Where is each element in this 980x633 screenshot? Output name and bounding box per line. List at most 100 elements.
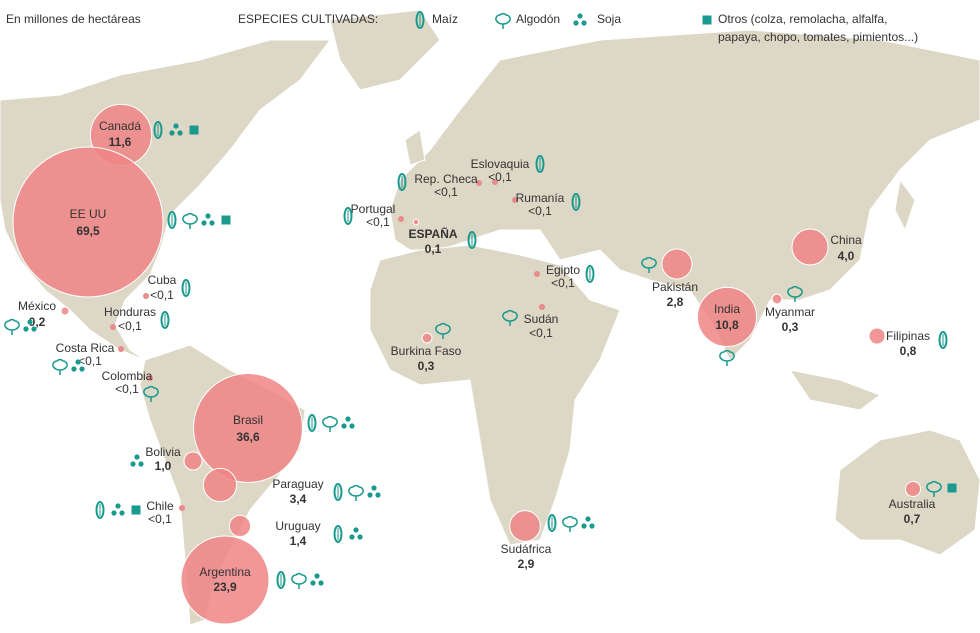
icon-shape xyxy=(357,534,363,540)
icon-shape xyxy=(167,211,177,229)
value-label: <0,1 xyxy=(366,215,390,229)
icon-shape xyxy=(343,207,353,225)
crop-icon xyxy=(201,213,215,226)
value-label: 1,0 xyxy=(155,459,172,473)
icon-shape xyxy=(310,580,316,586)
crop-icon xyxy=(131,505,141,515)
crop-icon xyxy=(52,358,68,375)
icon-shape xyxy=(153,121,163,139)
value-label: 0,2 xyxy=(29,315,46,329)
icon-shape xyxy=(201,220,207,226)
value-label: <0,1 xyxy=(551,276,575,290)
icon-shape xyxy=(581,20,587,26)
icon-shape xyxy=(333,525,343,543)
country-name: Rep. Checa xyxy=(414,172,478,186)
icon-shape xyxy=(173,123,179,129)
bubble xyxy=(904,480,922,498)
crop-icon xyxy=(573,13,587,26)
bubble xyxy=(193,373,303,483)
country-name: Portugal xyxy=(351,202,396,216)
icon-shape xyxy=(4,318,20,335)
crop-icon xyxy=(153,121,163,139)
value-label: <0,1 xyxy=(529,326,553,340)
crop-icon xyxy=(581,516,595,529)
value-label: 0,7 xyxy=(904,512,921,526)
country-name: Egipto xyxy=(546,263,580,277)
crop-icon xyxy=(467,231,477,249)
crop-icon xyxy=(571,193,581,211)
icon-shape xyxy=(322,415,338,432)
country-name: EE UU xyxy=(70,207,107,221)
dot xyxy=(143,293,149,299)
dot xyxy=(179,505,185,511)
value-label: <0,1 xyxy=(115,382,139,396)
value-label: 1,4 xyxy=(290,534,307,548)
crop-icon xyxy=(702,15,712,25)
country-name: Brasil xyxy=(233,413,263,427)
icon-shape xyxy=(221,215,231,225)
icon-shape xyxy=(205,213,211,219)
crop-icon xyxy=(367,485,381,498)
bubble xyxy=(12,146,164,298)
crop-icon xyxy=(333,483,343,501)
bubble xyxy=(696,286,758,348)
icon-shape xyxy=(926,480,942,497)
icon-shape xyxy=(562,515,578,532)
icon-shape xyxy=(52,358,68,375)
country-name: Canadá xyxy=(99,119,141,133)
country-name: Costa Rica xyxy=(56,341,115,355)
icon-shape xyxy=(581,523,587,529)
crop-icon xyxy=(926,480,942,497)
icon-shape xyxy=(397,173,407,191)
icon-shape xyxy=(134,454,140,460)
crop-icon xyxy=(341,416,355,429)
legend-label: Soja xyxy=(597,12,621,26)
crop-icon xyxy=(167,211,177,229)
country-name: India xyxy=(714,302,740,316)
value-label: 11,6 xyxy=(109,135,132,149)
icon-shape xyxy=(353,527,359,533)
value-label: 69,5 xyxy=(76,224,100,238)
bubble xyxy=(412,218,420,226)
icon-shape xyxy=(23,326,29,332)
crop-icon xyxy=(310,573,324,586)
crop-icon xyxy=(189,125,199,135)
crop-icon xyxy=(23,319,37,332)
icon-shape xyxy=(435,322,451,339)
icon-shape xyxy=(375,492,381,498)
country-name: China xyxy=(830,233,862,247)
crop-icon xyxy=(397,173,407,191)
value-label: <0,1 xyxy=(118,319,142,333)
country-name: Myanmar xyxy=(765,305,815,319)
country-name: Bolivia xyxy=(145,445,181,459)
country-name: Honduras xyxy=(104,305,156,319)
icon-shape xyxy=(702,15,712,25)
country-name: Filipinas xyxy=(886,329,930,343)
value-label: 0,3 xyxy=(418,359,435,373)
icon-shape xyxy=(641,256,657,273)
icon-shape xyxy=(160,311,170,329)
dot xyxy=(110,324,116,330)
value-label: 4,0 xyxy=(838,249,855,263)
icon-shape xyxy=(585,516,591,522)
country-name: México xyxy=(18,299,56,313)
crop-icon xyxy=(787,285,803,302)
bubble xyxy=(183,451,203,471)
crop-icon xyxy=(641,256,657,273)
icon-shape xyxy=(181,279,191,297)
icon-shape xyxy=(585,265,595,283)
value-label: <0,1 xyxy=(488,170,512,184)
bubble xyxy=(421,332,433,344)
dot xyxy=(476,180,482,186)
value-label: 3,4 xyxy=(290,492,307,506)
crop-icon xyxy=(322,415,338,432)
icon-shape xyxy=(495,12,511,29)
country-name: Cuba xyxy=(148,273,177,287)
icon-shape xyxy=(115,503,121,509)
legend-label: Algodón xyxy=(516,12,560,26)
bubble xyxy=(228,514,252,538)
crop-icon xyxy=(181,279,191,297)
country-name: Chile xyxy=(146,499,174,513)
crop-icon xyxy=(502,309,518,326)
